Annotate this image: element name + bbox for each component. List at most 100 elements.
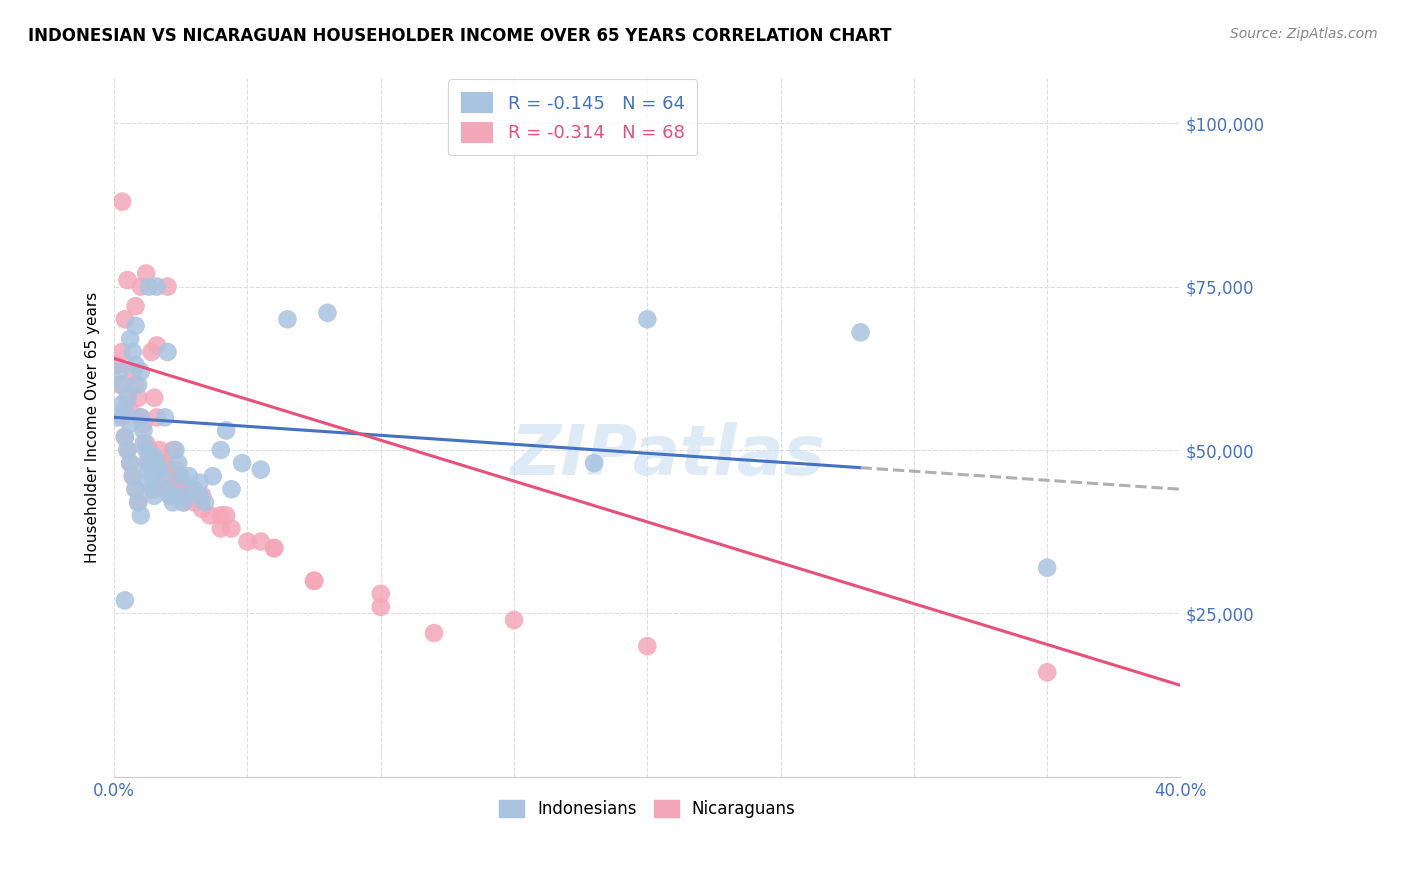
Point — [129, 410, 152, 425]
Point — [156, 482, 179, 496]
Point — [209, 508, 232, 523]
Point — [117, 443, 139, 458]
Point — [146, 410, 169, 425]
Point — [111, 397, 134, 411]
Point — [120, 404, 142, 418]
Point — [146, 456, 169, 470]
Point — [263, 541, 285, 555]
Point — [129, 365, 152, 379]
Point — [105, 358, 128, 372]
Point — [114, 593, 136, 607]
Point — [183, 482, 205, 496]
Point — [120, 332, 142, 346]
Point — [124, 299, 146, 313]
Point — [127, 495, 149, 509]
Point — [146, 338, 169, 352]
Point — [198, 508, 221, 523]
Point — [120, 456, 142, 470]
Point — [141, 345, 163, 359]
Point — [124, 377, 146, 392]
Point — [117, 391, 139, 405]
Point — [146, 279, 169, 293]
Point — [141, 469, 163, 483]
Point — [173, 495, 195, 509]
Point — [188, 489, 211, 503]
Point — [188, 489, 211, 503]
Point — [170, 482, 193, 496]
Point — [132, 417, 155, 431]
Point — [170, 475, 193, 490]
Point — [124, 482, 146, 496]
Point — [135, 267, 157, 281]
Point — [215, 424, 238, 438]
Point — [121, 345, 143, 359]
Point — [127, 391, 149, 405]
Point — [138, 456, 160, 470]
Point — [209, 443, 232, 458]
Point — [231, 456, 253, 470]
Point — [138, 443, 160, 458]
Point — [170, 469, 193, 483]
Point — [370, 587, 392, 601]
Point — [121, 469, 143, 483]
Point — [117, 273, 139, 287]
Point — [124, 482, 146, 496]
Point — [135, 443, 157, 458]
Point — [132, 424, 155, 438]
Point — [121, 365, 143, 379]
Point — [135, 436, 157, 450]
Point — [108, 365, 131, 379]
Point — [263, 541, 285, 555]
Text: ZIPatlas: ZIPatlas — [512, 422, 827, 489]
Point — [159, 489, 181, 503]
Point — [170, 489, 193, 503]
Point — [167, 469, 190, 483]
Point — [1036, 560, 1059, 574]
Point — [114, 312, 136, 326]
Point — [138, 443, 160, 458]
Point — [159, 489, 181, 503]
Point — [124, 318, 146, 333]
Point — [849, 326, 872, 340]
Point — [162, 443, 184, 458]
Point — [114, 404, 136, 418]
Point — [423, 626, 446, 640]
Point — [111, 377, 134, 392]
Point — [582, 456, 605, 470]
Point — [302, 574, 325, 588]
Point — [153, 469, 176, 483]
Point — [143, 489, 166, 503]
Point — [191, 489, 214, 503]
Point — [183, 495, 205, 509]
Point — [150, 469, 173, 483]
Point — [138, 279, 160, 293]
Point — [503, 613, 526, 627]
Text: INDONESIAN VS NICARAGUAN HOUSEHOLDER INCOME OVER 65 YEARS CORRELATION CHART: INDONESIAN VS NICARAGUAN HOUSEHOLDER INC… — [28, 27, 891, 45]
Point — [129, 410, 152, 425]
Point — [188, 475, 211, 490]
Point — [156, 345, 179, 359]
Point — [156, 279, 179, 293]
Point — [132, 436, 155, 450]
Point — [120, 456, 142, 470]
Point — [148, 443, 170, 458]
Point — [316, 306, 339, 320]
Point — [194, 495, 217, 509]
Point — [111, 410, 134, 425]
Point — [117, 391, 139, 405]
Point — [114, 430, 136, 444]
Point — [138, 463, 160, 477]
Point — [143, 391, 166, 405]
Point — [249, 463, 271, 477]
Legend: Indonesians, Nicaraguans: Indonesians, Nicaraguans — [492, 793, 803, 824]
Point — [209, 521, 232, 535]
Point — [108, 377, 131, 392]
Point — [165, 463, 187, 477]
Point — [191, 501, 214, 516]
Point — [135, 456, 157, 470]
Point — [117, 443, 139, 458]
Point — [127, 377, 149, 392]
Point — [156, 482, 179, 496]
Point — [129, 508, 152, 523]
Point — [153, 456, 176, 470]
